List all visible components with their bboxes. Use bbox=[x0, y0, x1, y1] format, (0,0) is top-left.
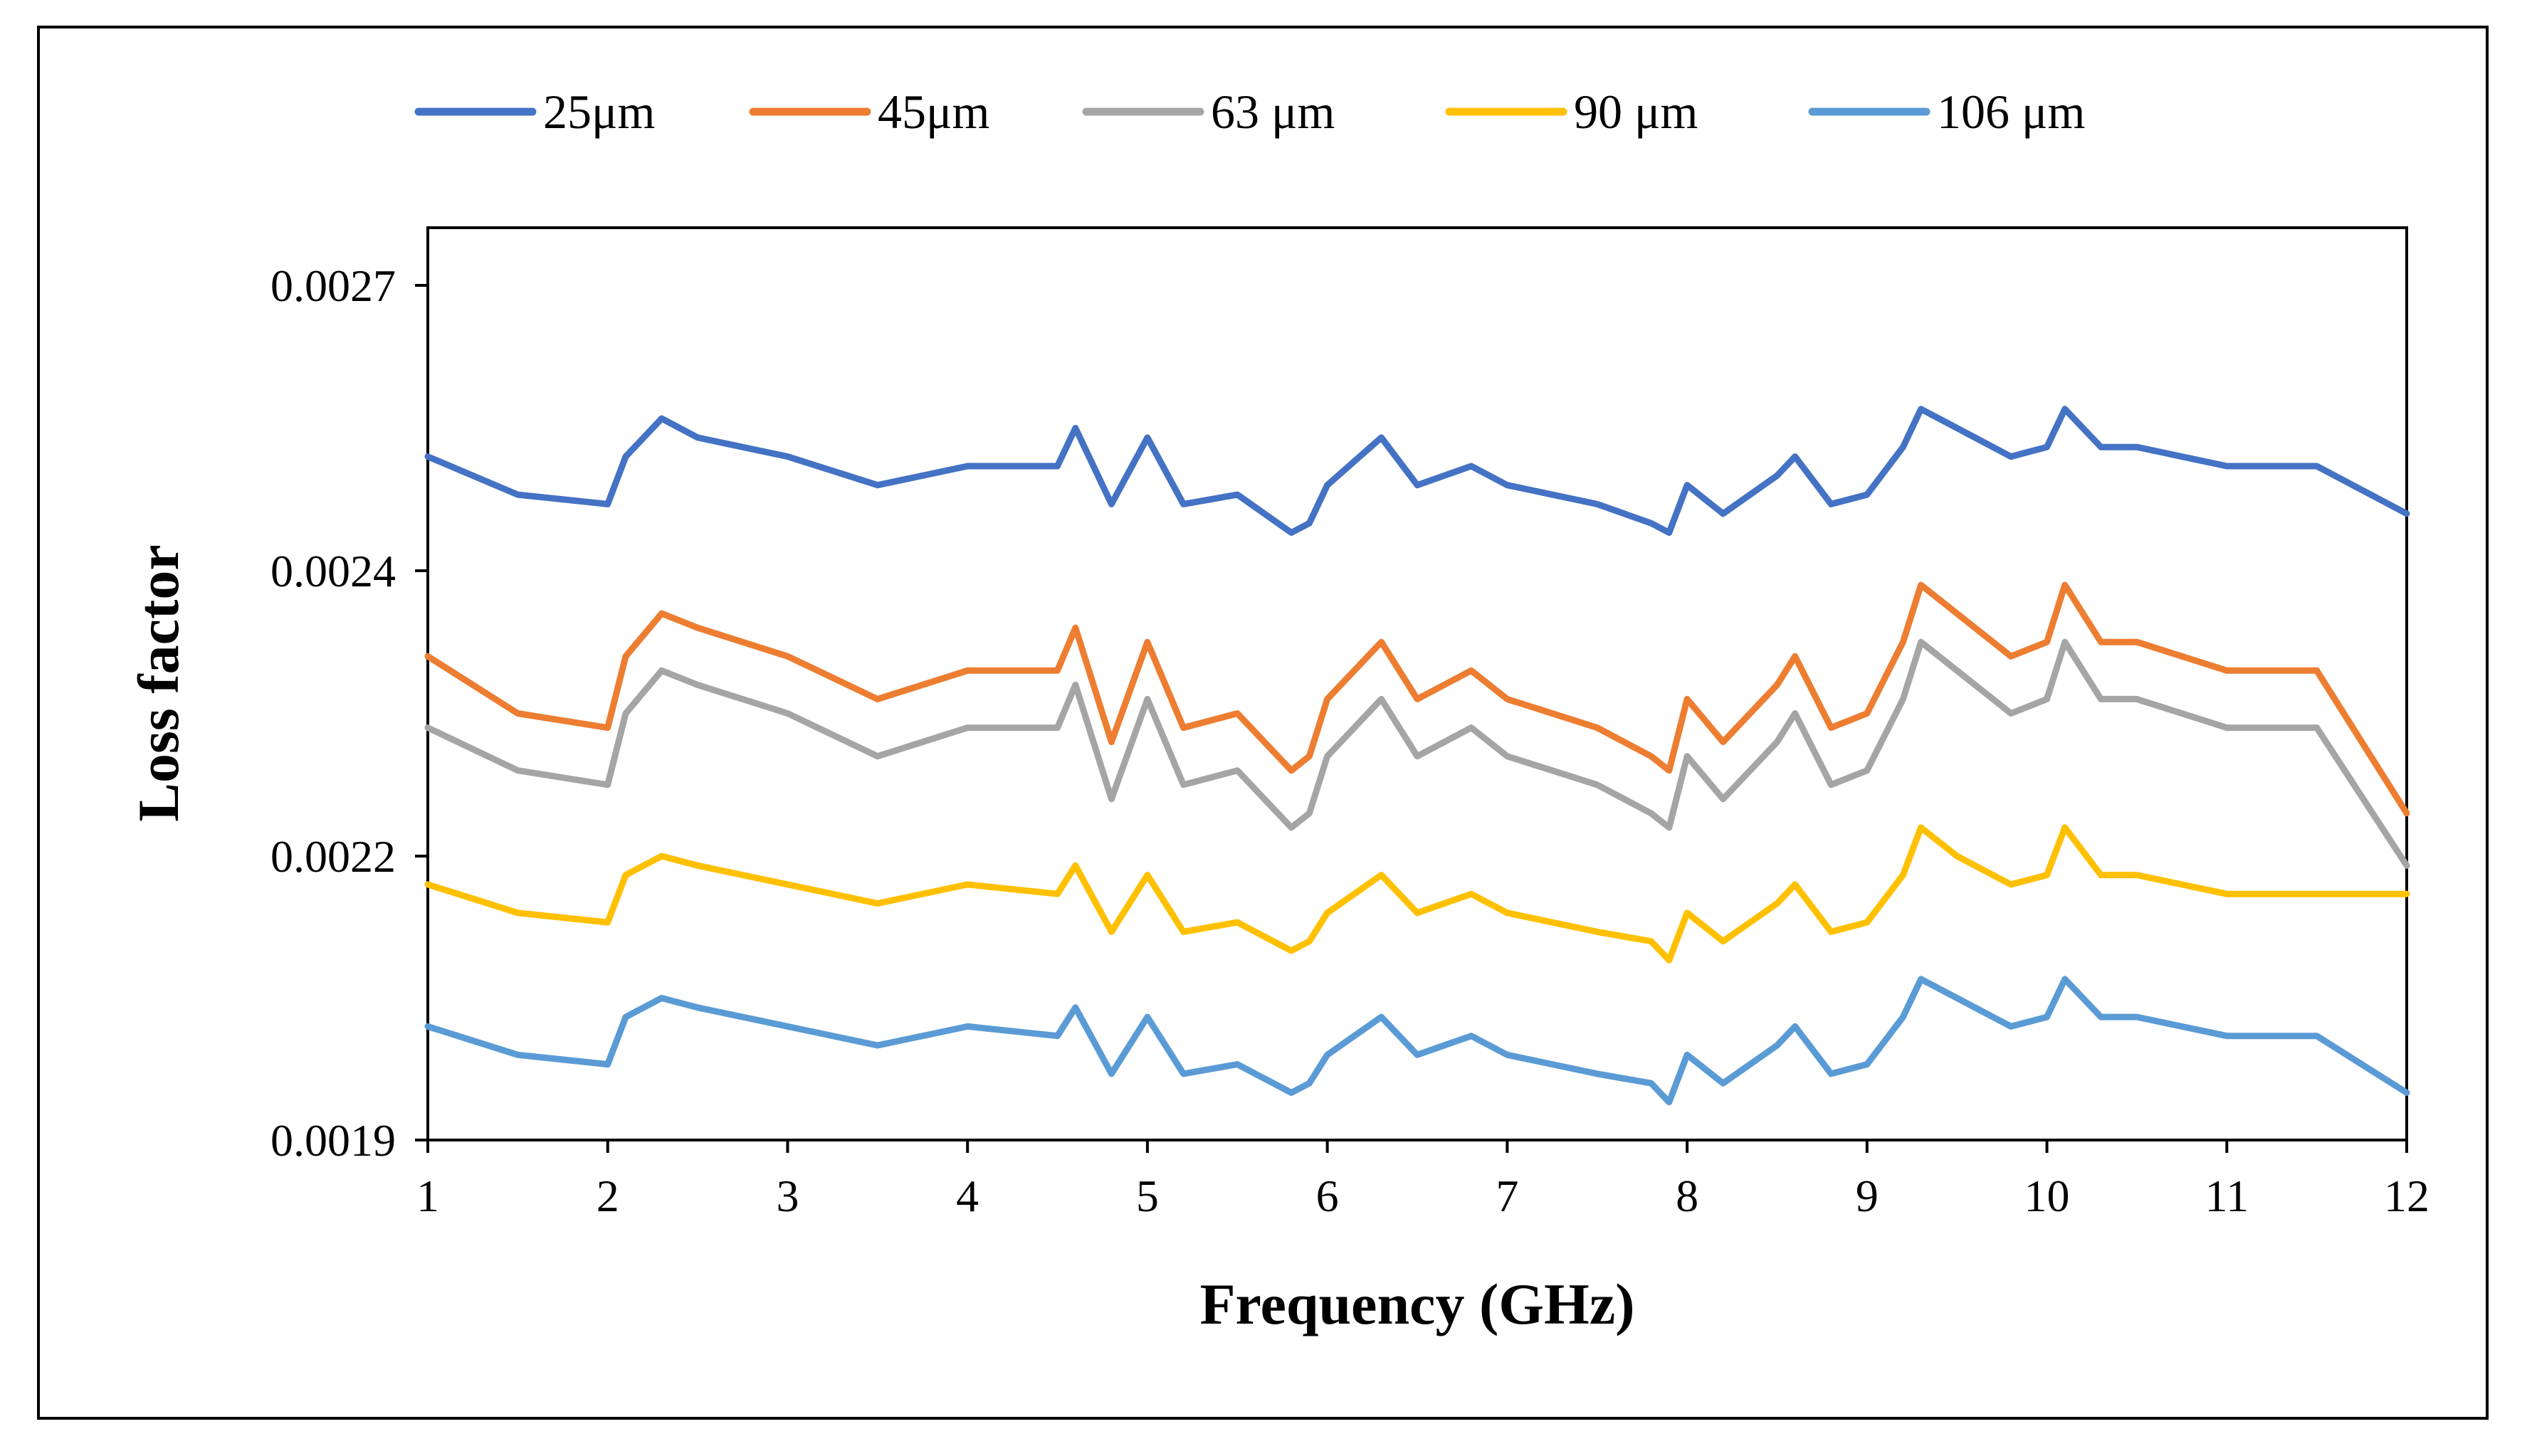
x-tick-label: 1 bbox=[416, 1171, 439, 1221]
y-tick-label: 0.0027 bbox=[270, 260, 396, 311]
plot-area-frame bbox=[426, 226, 2408, 1141]
x-tick-label: 2 bbox=[597, 1171, 619, 1221]
y-tick-label: 0.0024 bbox=[270, 546, 396, 596]
x-tick-label: 4 bbox=[956, 1171, 979, 1221]
legend-label: 45μm bbox=[878, 85, 989, 139]
series-line bbox=[424, 824, 2410, 964]
x-tick-label: 11 bbox=[2205, 1171, 2249, 1221]
y-tick-label: 0.0022 bbox=[270, 831, 396, 882]
x-tick-label: 12 bbox=[2384, 1171, 2429, 1221]
x-tick-label: 8 bbox=[1676, 1171, 1698, 1221]
outer-frame bbox=[37, 26, 2489, 1420]
series-line bbox=[424, 976, 2410, 1106]
x-tick-label: 5 bbox=[1136, 1171, 1159, 1221]
legend-label: 90 μm bbox=[1574, 85, 1698, 139]
legend-label: 63 μm bbox=[1211, 85, 1335, 139]
legend-label: 25μm bbox=[543, 85, 655, 139]
x-tick-label: 3 bbox=[776, 1171, 799, 1221]
legend: 25μm 45μm 63 μm 90 μm 106 μm bbox=[414, 85, 2085, 139]
series-line bbox=[424, 581, 2410, 817]
y-axis-ticks: 0.0019 0.0022 0.0024 0.0027 bbox=[270, 260, 428, 1166]
x-axis-title: Frequency (GHz) bbox=[1199, 1272, 1634, 1336]
legend-label: 106 μm bbox=[1937, 85, 2085, 139]
y-tick-label: 0.0019 bbox=[270, 1115, 396, 1166]
series-line bbox=[424, 638, 2410, 869]
series-line bbox=[424, 406, 2410, 536]
x-tick-label: 10 bbox=[2024, 1171, 2070, 1221]
x-tick-label: 9 bbox=[1856, 1171, 1879, 1221]
x-tick-label: 6 bbox=[1316, 1171, 1339, 1221]
series-layer bbox=[424, 406, 2410, 1106]
y-axis-title: Loss factor bbox=[126, 544, 191, 821]
x-tick-label: 7 bbox=[1496, 1171, 1518, 1221]
x-axis-ticks: 1 2 3 4 5 6 7 8 9 10 11 12 bbox=[416, 1140, 2429, 1221]
